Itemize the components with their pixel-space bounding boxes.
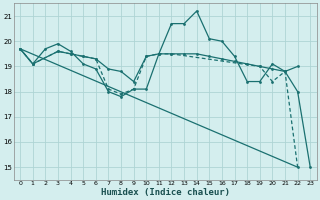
X-axis label: Humidex (Indice chaleur): Humidex (Indice chaleur) [101, 188, 230, 197]
